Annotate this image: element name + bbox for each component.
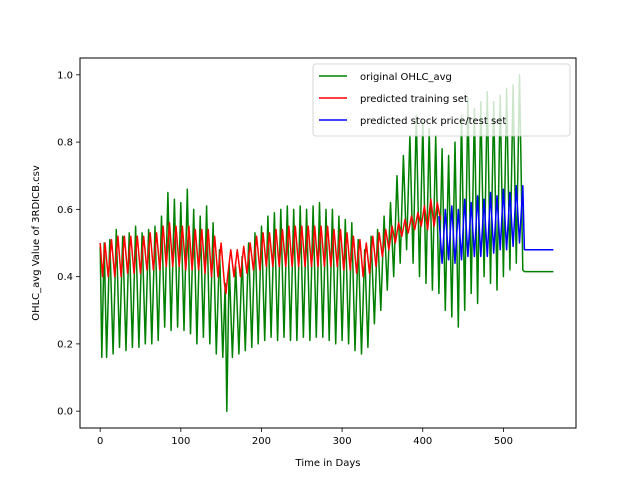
x-tick-label: 100 [171,436,190,447]
legend-label-2: predicted training set [360,94,468,105]
legend-label-1: original OHLC_avg [360,72,452,83]
x-tick-label: 500 [494,436,513,447]
x-tick-label: 0 [97,436,103,447]
y-axis-ticks: 0.0 0.2 0.4 0.6 0.8 1.0 [57,70,80,418]
legend-label-3: predicted stock price/test set [360,116,506,127]
series-line-2 [99,198,442,295]
y-axis-label: OHLC_avg Value of 3RDICB.csv [31,165,42,321]
legend: original OHLC_avg predicted training set p… [312,63,571,137]
plot-frame [79,57,577,429]
y-tick-label: 0.6 [57,205,73,216]
y-tick-label: 0.0 [57,407,73,418]
x-tick-label: 400 [413,436,432,447]
x-tick-label: 200 [252,436,271,447]
series-line-3 [438,185,554,264]
series-layer [99,74,554,412]
y-tick-label: 0.4 [57,272,73,283]
y-tick-label: 0.8 [57,138,73,149]
x-axis-label: Time in Days [295,458,361,469]
y-tick-label: 0.2 [57,339,73,350]
legend-frame [312,63,571,137]
x-axis-ticks: 0 100 200 300 400 500 [97,428,513,447]
y-tick-label: 1.0 [57,70,73,81]
x-tick-label: 300 [333,436,352,447]
